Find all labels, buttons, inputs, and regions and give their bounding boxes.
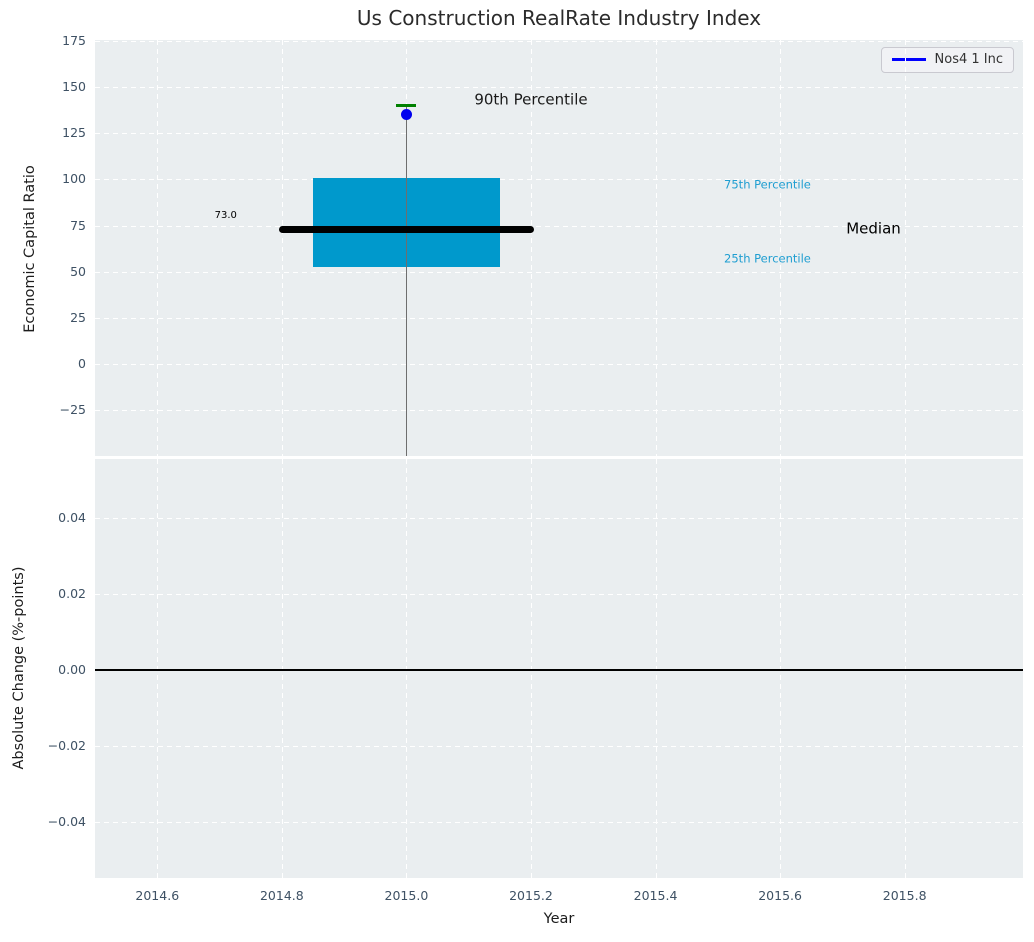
x-tick-label: 2015.0 — [384, 888, 429, 903]
y-tick-label: 0.00 — [58, 661, 86, 677]
whisker — [405, 105, 408, 456]
top-plot-area — [95, 40, 1023, 456]
gridline-vertical — [780, 459, 782, 878]
chart-title: Us Construction RealRate Industry Index — [356, 6, 762, 30]
gridline-horizontal — [95, 133, 1023, 135]
bottom-plot-area — [95, 459, 1023, 878]
y-tick-label: 175 — [62, 32, 86, 48]
y-tick-label: 25 — [70, 309, 86, 325]
gridline-vertical — [655, 459, 657, 878]
annotation-25th-percentile: 25th Percentile — [724, 250, 811, 265]
x-tick-label: 2015.4 — [633, 888, 678, 903]
gridline-horizontal — [95, 517, 1023, 519]
y-tick-label: −25 — [59, 401, 86, 417]
gridline-vertical — [406, 459, 408, 878]
legend: Nos4 1 Inc — [880, 47, 1014, 73]
zero-line — [95, 669, 1023, 671]
y-tick-label: −0.04 — [47, 813, 86, 829]
y-tick-label: 0.02 — [58, 585, 86, 601]
median-line — [278, 225, 535, 233]
annotation-90th-percentile: 90th Percentile — [474, 90, 588, 109]
y-tick-label: 100 — [62, 171, 86, 187]
gridline-vertical — [281, 40, 283, 456]
y-tick-label: 50 — [70, 263, 86, 279]
data-point-marker — [400, 109, 412, 121]
x-tick-label: 2015.6 — [758, 888, 802, 903]
annotation-median-value: 73.0 — [214, 210, 237, 222]
y-tick-label: 75 — [70, 217, 86, 233]
gridline-horizontal — [95, 179, 1023, 181]
gridline-horizontal — [95, 593, 1023, 595]
gridline-horizontal — [95, 746, 1023, 748]
gridline-vertical — [904, 459, 906, 878]
gridline-vertical — [157, 459, 159, 878]
whisker-cap-90th — [396, 104, 417, 108]
top-y-axis-label: Economic Capital Ratio — [22, 165, 38, 333]
gridline-horizontal — [95, 317, 1023, 319]
x-tick-label: 2015.8 — [882, 888, 927, 903]
gridline-vertical — [904, 40, 906, 456]
x-tick-label: 2015.2 — [509, 888, 553, 903]
gridline-horizontal — [95, 41, 1023, 43]
x-tick-label: 2014.6 — [135, 888, 180, 903]
gridline-vertical — [530, 459, 532, 878]
gridline-vertical — [157, 40, 159, 456]
y-tick-label: 0.04 — [58, 509, 86, 525]
y-tick-label: −0.02 — [47, 737, 86, 753]
gridline-horizontal — [95, 363, 1023, 365]
annotation-75th-percentile: 75th Percentile — [724, 177, 811, 192]
y-tick-label: 125 — [62, 125, 86, 141]
gridline-horizontal — [95, 271, 1023, 273]
legend-line-sample — [891, 58, 926, 61]
x-tick-label: 2014.8 — [259, 888, 304, 903]
gridline-horizontal — [95, 409, 1023, 411]
gridline-vertical — [780, 40, 782, 456]
gridline-horizontal — [95, 87, 1023, 89]
y-tick-label: 150 — [62, 78, 86, 94]
x-axis-label: Year — [543, 911, 575, 927]
annotation-median: Median — [846, 219, 901, 238]
gridline-horizontal — [95, 225, 1023, 227]
legend-series-label: Nos4 1 Inc — [934, 52, 1003, 67]
gridline-vertical — [655, 40, 657, 456]
gridline-horizontal — [95, 822, 1023, 824]
y-tick-label: 0 — [78, 355, 86, 371]
gridline-vertical — [530, 40, 532, 456]
gridline-vertical — [281, 459, 283, 878]
